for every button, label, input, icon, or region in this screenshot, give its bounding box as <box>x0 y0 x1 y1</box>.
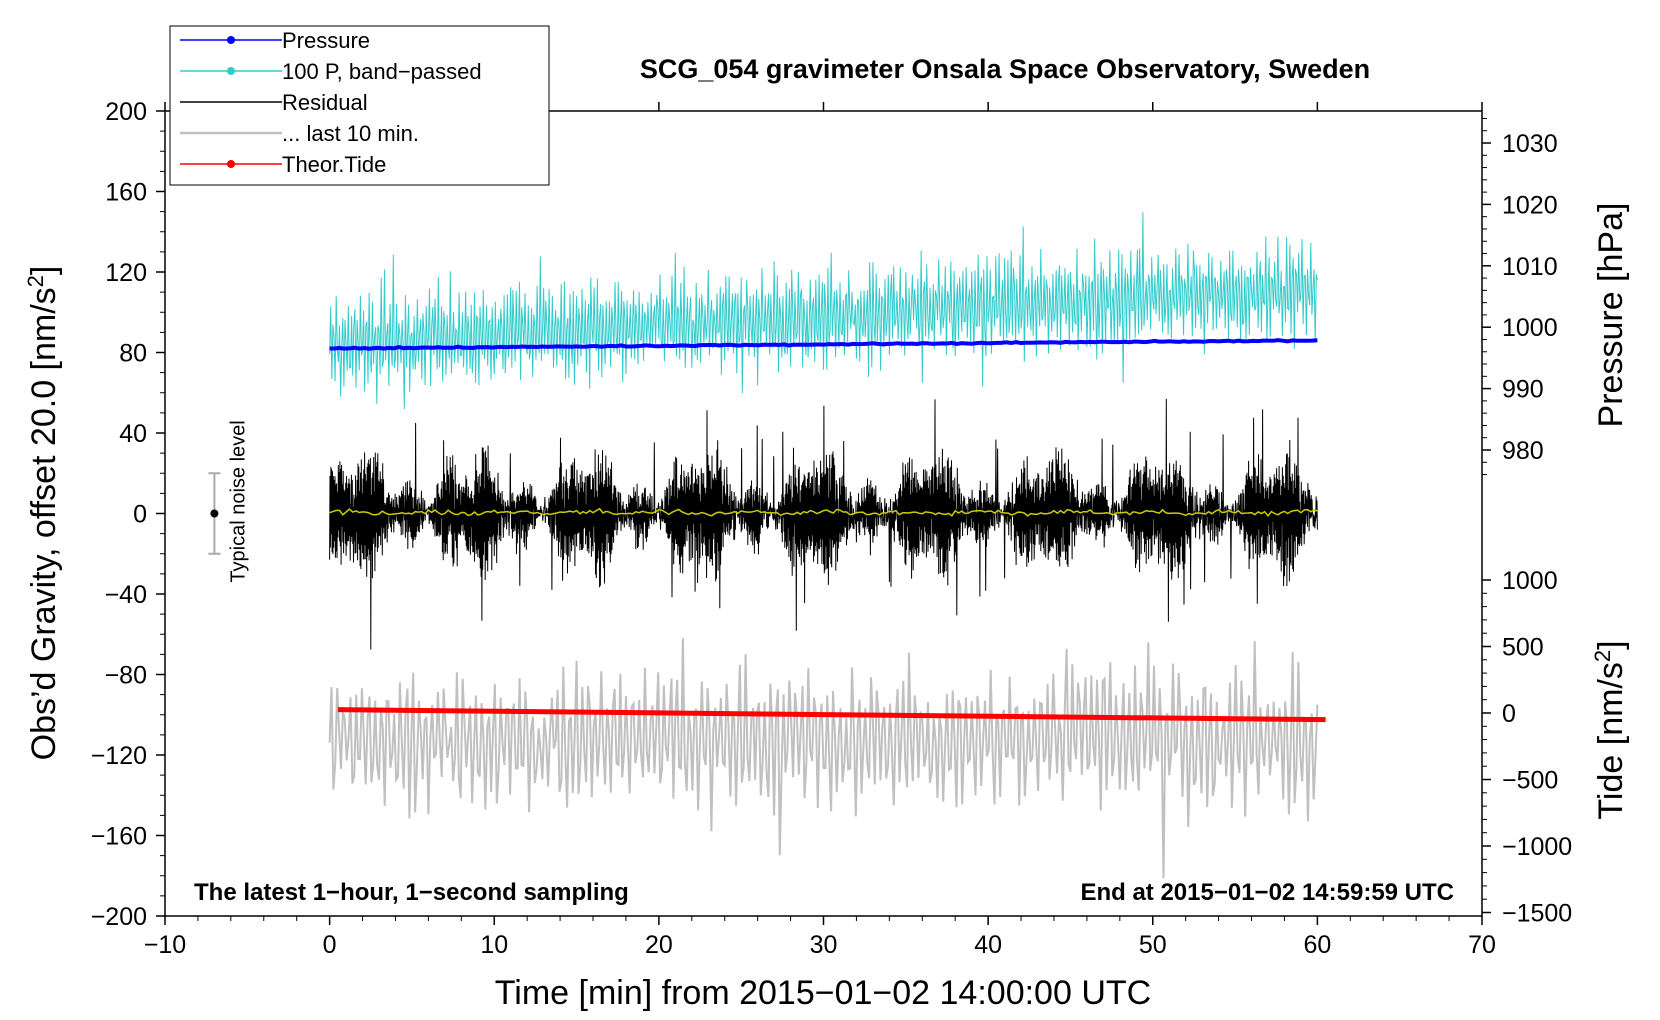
x-tick-label: 0 <box>323 931 337 959</box>
line-theoretical-tide <box>337 707 1326 723</box>
series-band-passed-pressure <box>329 212 1318 410</box>
tide-tick-label: −500 <box>1502 767 1558 795</box>
line-band-passed-pressure <box>329 212 1318 410</box>
x-tick-label: 70 <box>1468 931 1496 959</box>
pressure-tick-label: 1010 <box>1502 253 1558 281</box>
legend-box <box>169 25 550 186</box>
x-tick-label: 30 <box>810 931 838 959</box>
pressure-tick-label: 1000 <box>1502 314 1558 342</box>
y-left-label-end: ] <box>25 266 63 275</box>
y-tick-label: 200 <box>105 98 147 126</box>
legend-marker <box>227 67 235 75</box>
y-axis-pressure-label: Pressure [hPa] <box>1592 203 1630 428</box>
tide-label-sup: 2 <box>1590 650 1615 662</box>
legend-marker <box>227 160 235 168</box>
y-tick-label: −160 <box>91 823 147 851</box>
y-tick-label: 40 <box>119 420 147 448</box>
x-tick-label: 40 <box>974 931 1002 959</box>
chart-title: SCG_054 gravimeter Onsala Space Observat… <box>640 54 1370 84</box>
series-pressure <box>329 338 1318 351</box>
line-pressure <box>329 338 1318 351</box>
y-tick-label: 160 <box>105 179 147 207</box>
annotation-sampling: The latest 1−hour, 1−second sampling <box>194 879 629 906</box>
noise-level-label: Typical noise level <box>227 420 249 582</box>
y-tick-label: −200 <box>91 903 147 931</box>
tide-tick-label: −1500 <box>1502 900 1572 928</box>
pressure-tick-label: 1020 <box>1502 191 1558 219</box>
series-residual-smoothed <box>329 507 1318 518</box>
line-residual <box>329 398 1318 650</box>
y-axis-pressure: 980 990 1000 1010 1020 1030 <box>1482 117 1558 476</box>
tide-tick-label: 1000 <box>1502 567 1558 595</box>
y-axis-left-label: Obs’d Gravity, offset 20.0 [nm/s2] <box>23 266 63 761</box>
y-left-label-main: Obs’d Gravity, offset 20.0 [nm/s <box>25 287 63 760</box>
y-left-label-sup: 2 <box>23 275 48 287</box>
legend: Pressure 100 P, band−passed Residual ... la… <box>169 25 550 186</box>
annotation-end-time: End at 2015−01−02 14:59:59 UTC <box>1080 879 1454 906</box>
tide-tick-label: 500 <box>1502 634 1544 662</box>
legend-label: ... last 10 min. <box>282 121 419 146</box>
x-axis: −10 0 10 20 30 40 50 60 70 <box>144 102 1496 959</box>
legend-label: Residual <box>282 90 368 115</box>
x-tick-label: −10 <box>144 931 186 959</box>
tide-label-main: Tide [nm/s <box>1592 662 1630 819</box>
legend-label: 100 P, band−passed <box>282 59 482 84</box>
y-axis-tide-label: Tide [nm/s2] <box>1590 640 1630 819</box>
pressure-tick-label: 990 <box>1502 376 1544 404</box>
x-tick-label: 50 <box>1139 931 1167 959</box>
tide-tick-label: −1000 <box>1502 833 1572 861</box>
y-tick-label: −40 <box>105 581 147 609</box>
noise-level-bar <box>208 472 221 555</box>
tide-label-end: ] <box>1592 640 1630 649</box>
pressure-tick-label: 1030 <box>1502 130 1558 158</box>
x-tick-label: 60 <box>1303 931 1331 959</box>
x-tick-label: 20 <box>645 931 673 959</box>
y-tick-label: 0 <box>133 501 147 529</box>
noise-bar-center <box>210 509 219 518</box>
x-axis-label: Time [min] from 2015−01−02 14:00:00 UTC <box>495 974 1151 1012</box>
line-last-10-min <box>328 638 1319 879</box>
y-tick-label: −120 <box>91 742 147 770</box>
y-tick-label: −80 <box>105 662 147 690</box>
x-tick-label: 10 <box>480 931 508 959</box>
pressure-tick-label: 980 <box>1502 437 1544 465</box>
y-tick-label: 80 <box>119 340 147 368</box>
series-last-10-min <box>328 638 1319 879</box>
y-axis-tide: −1500 −1000 −500 0 500 1000 <box>1482 567 1572 928</box>
y-axis-left: −200 −160 −120 −80 −40 0 40 80 120 160 200 <box>91 98 165 931</box>
series-residual <box>329 398 1318 650</box>
y-tick-label: 120 <box>105 259 147 287</box>
legend-label: Pressure <box>282 28 370 53</box>
legend-marker <box>227 36 235 44</box>
line-residual-smoothed <box>329 507 1318 518</box>
legend-label: Theor.Tide <box>282 152 386 177</box>
tide-tick-label: 0 <box>1502 700 1516 728</box>
series-theoretical-tide <box>337 707 1326 723</box>
